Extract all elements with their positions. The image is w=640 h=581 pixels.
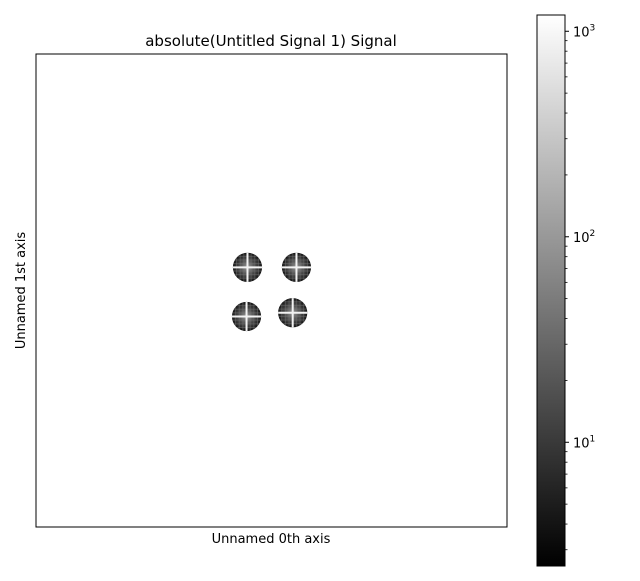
y-axis-label: Unnamed 1st axis (14, 232, 29, 350)
x-axis-label: Unnamed 0th axis (212, 532, 331, 547)
colorbar-tick-label: 101 (573, 434, 595, 451)
heatmap-blob-upper-right (281, 252, 312, 282)
colorbar-tick-label: 102 (573, 229, 595, 246)
heatmap-blob-lower-right (278, 298, 308, 328)
heatmap-image (36, 54, 507, 527)
colorbar-frame (536, 14, 566, 567)
colorbar: 103 102 101 (536, 14, 595, 567)
heatmap-blob-lower-left (231, 301, 262, 332)
heatmap-blob-upper-left (232, 252, 263, 282)
plot-frame (35, 53, 508, 528)
colorbar-gradient (537, 15, 565, 566)
colorbar-ticks: 103 102 101 (565, 23, 595, 551)
plot-area (35, 53, 508, 528)
heatmap-blobs (231, 252, 312, 332)
chart-title: absolute(Untitled Signal 1) Signal (145, 32, 397, 50)
colorbar-tick-label: 103 (573, 23, 595, 40)
